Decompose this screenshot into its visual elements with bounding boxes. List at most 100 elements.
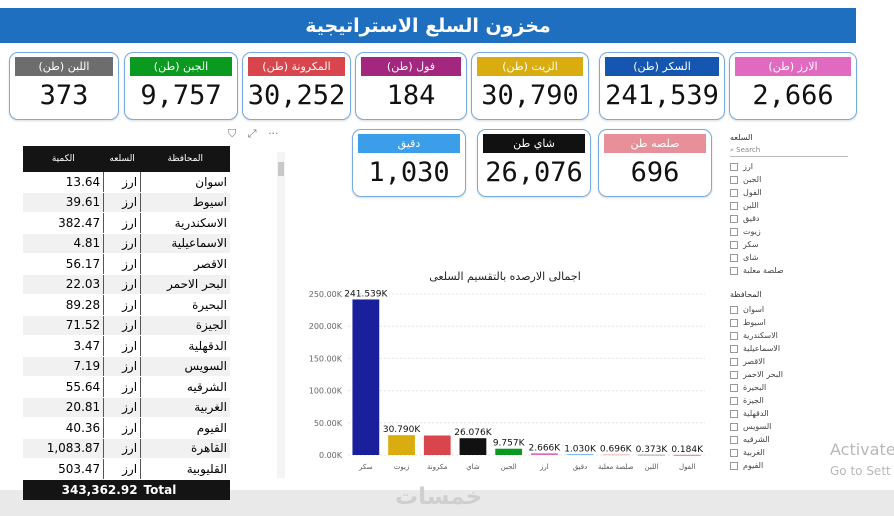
bar	[495, 448, 523, 455]
commodity-slicer-item[interactable]: دقيق	[730, 212, 848, 225]
table-row[interactable]: 503.47 ارز القليوبية	[23, 458, 230, 480]
cell-governorate: الجيزة	[140, 315, 230, 336]
cell-commodity: ارز	[103, 335, 142, 357]
checkbox[interactable]	[730, 383, 738, 392]
governorate-slicer-item[interactable]: الغربية	[730, 446, 783, 459]
data-label: 241.539K	[344, 289, 388, 299]
focus-mode-icon[interactable]: ⤢	[247, 127, 257, 140]
commodity-slicer-item[interactable]: زيوت	[730, 225, 848, 238]
checkbox[interactable]	[730, 227, 738, 236]
checkbox[interactable]	[730, 370, 738, 379]
governorate-slicer-item[interactable]: الاسكندرية	[730, 329, 783, 342]
slicer-item-label: صلصة معلبة	[743, 266, 784, 275]
data-label: 2.666K	[529, 443, 562, 453]
slicer-item-label: زيوت	[743, 227, 761, 236]
checkbox[interactable]	[730, 214, 738, 223]
governorate-slicer-title: المحافظة	[730, 290, 762, 299]
governorate-slicer-item[interactable]: الاقصر	[730, 355, 783, 368]
commodity-slicer-item[interactable]: ارز	[730, 160, 848, 173]
slicer-item-label: اسيوط	[743, 318, 766, 327]
commodity-slicer-item[interactable]: الفول	[730, 186, 848, 199]
cell-commodity: ارز	[103, 192, 142, 213]
scrollbar-thumb[interactable]	[278, 162, 284, 176]
slicer-item-label: ارز	[743, 162, 753, 171]
table-row[interactable]: 22.03 ارز البحر الاحمر	[23, 274, 230, 295]
cell-governorate: الدقهلية	[140, 335, 230, 357]
table-row[interactable]: 39.61 ارز اسيوط	[23, 192, 230, 213]
checkbox[interactable]	[730, 461, 738, 470]
commodity-slicer-item[interactable]: صلصة معلبة	[730, 264, 848, 277]
cell-governorate: اسوان	[140, 172, 230, 193]
governorate-slicer-item[interactable]: الدقهلية	[730, 407, 783, 420]
table-row[interactable]: 1,083.87 ارز القاهرة	[23, 438, 230, 459]
checkbox[interactable]	[730, 422, 738, 431]
table-row[interactable]: 4.81 ارز الاسماعيلية	[23, 233, 230, 254]
checkbox[interactable]	[730, 188, 738, 197]
kpi-label: صلصه طن	[604, 134, 706, 153]
x-tick-label: زيوت	[394, 463, 410, 471]
checkbox[interactable]	[730, 409, 738, 418]
table-scrollbar[interactable]	[277, 152, 285, 478]
checkbox[interactable]	[730, 162, 738, 171]
cell-quantity: 40.36	[23, 417, 104, 439]
cell-quantity: 1,083.87	[23, 438, 104, 459]
checkbox[interactable]	[730, 435, 738, 444]
commodity-slicer-item[interactable]: اللبن	[730, 199, 848, 212]
kpi-card: الزيت (طن) 30,790	[471, 52, 589, 120]
governorate-slicer-item[interactable]: الجيزة	[730, 394, 783, 407]
checkbox[interactable]	[730, 201, 738, 210]
checkbox[interactable]	[730, 240, 738, 249]
governorate-slicer-item[interactable]: اسوان	[730, 303, 783, 316]
cell-governorate: القاهرة	[140, 438, 230, 459]
checkbox[interactable]	[730, 305, 738, 314]
checkbox[interactable]	[730, 448, 738, 457]
commodity-slicer-item[interactable]: سكر	[730, 238, 848, 251]
governorate-slicer-item[interactable]: الشرقيه	[730, 433, 783, 446]
slicer-item-label: البحر الاحمر	[743, 370, 783, 379]
table-row[interactable]: 13.64 ارز اسوان	[23, 172, 230, 193]
x-tick-label: مكرونة	[427, 463, 448, 471]
checkbox[interactable]	[730, 331, 738, 340]
bar	[459, 438, 487, 455]
checkbox[interactable]	[730, 175, 738, 184]
table-row[interactable]: 56.17 ارز الاقصر	[23, 253, 230, 275]
search-input[interactable]: Search	[736, 146, 761, 154]
checkbox[interactable]	[730, 357, 738, 366]
commodity-slicer-item[interactable]: الجبن	[730, 173, 848, 186]
checkbox[interactable]	[730, 396, 738, 405]
governorate-slicer-item[interactable]: البحر الاحمر	[730, 368, 783, 381]
checkbox[interactable]	[730, 266, 738, 275]
checkbox[interactable]	[730, 344, 738, 353]
governorate-slicer-item[interactable]: اسيوط	[730, 316, 783, 329]
cell-governorate: القليوبية	[140, 458, 230, 480]
y-tick-label: 100.00K	[309, 387, 343, 396]
table-row[interactable]: 3.47 ارز الدقهلية	[23, 335, 230, 357]
more-options-icon[interactable]: ···	[268, 127, 279, 140]
checkbox[interactable]	[730, 253, 738, 262]
governorate-slicer-item[interactable]: السويس	[730, 420, 783, 433]
cell-quantity: 7.19	[23, 356, 104, 377]
governorate-slicer-item[interactable]: الفيوم	[730, 459, 783, 472]
search-icon: ⌕	[730, 146, 734, 154]
checkbox[interactable]	[730, 318, 738, 327]
governorate-slicer-item[interactable]: البحيرة	[730, 381, 783, 394]
column-header-governorate[interactable]: المحافظة	[140, 146, 230, 172]
table-row[interactable]: 71.52 ارز الجيزة	[23, 315, 230, 336]
site-logo: خمسات	[395, 484, 483, 510]
table-row[interactable]: 7.19 ارز السويس	[23, 356, 230, 377]
filter-icon[interactable]: ⛉	[228, 127, 237, 140]
table-row[interactable]: 382.47 ارز الاسكندرية	[23, 212, 230, 234]
table-row[interactable]: 89.28 ارز البحيرة	[23, 294, 230, 316]
table-row[interactable]: 55.64 ارز الشرقيه	[23, 376, 230, 398]
table-row[interactable]: 40.36 ارز الفيوم	[23, 417, 230, 439]
column-header-commodity[interactable]: السلعه	[103, 146, 141, 172]
slicer-search[interactable]: ⌕ Search	[730, 146, 848, 157]
governorate-slicer-item[interactable]: الاسماعيلية	[730, 342, 783, 355]
slicer-item-label: الفول	[743, 188, 762, 197]
kpi-label: السكر (طن)	[605, 57, 719, 76]
commodity-slicer-item[interactable]: شاى	[730, 251, 848, 264]
column-header-quantity[interactable]: الكمية	[23, 146, 104, 172]
table-row[interactable]: 20.81 ارز الغربية	[23, 397, 230, 418]
kpi-label: الارز (طن)	[735, 57, 851, 76]
